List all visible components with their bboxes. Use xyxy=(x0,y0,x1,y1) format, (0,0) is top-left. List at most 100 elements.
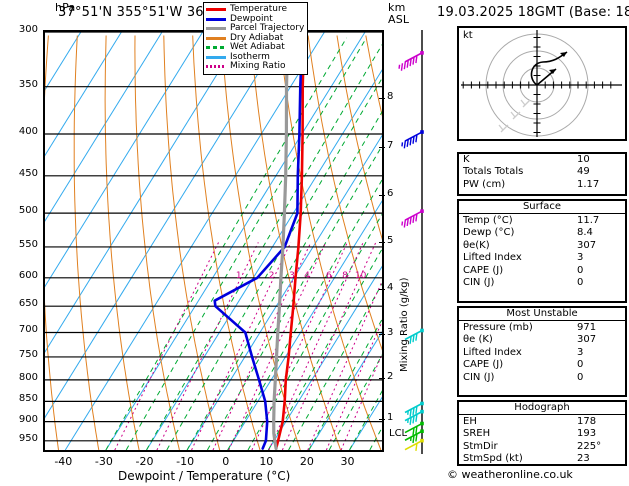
height-tick-mark xyxy=(379,242,385,244)
stat-key: EH xyxy=(463,416,477,427)
temperature-tick-label: 20 xyxy=(299,455,314,468)
stat-key: Dewp (°C) xyxy=(463,227,515,239)
temperature-tick-label: 10 xyxy=(259,455,274,468)
height-tick-label: 6 xyxy=(387,188,394,200)
surface-row: Temp (°C) 11.7 xyxy=(459,215,625,227)
stat-value: 0 xyxy=(577,359,584,371)
stat-key: Lifted Index xyxy=(463,252,522,264)
stat-key: SREH xyxy=(463,428,491,440)
hodograph-stat-title: Hodograph xyxy=(514,402,570,413)
index-row: Totals Totals 49 xyxy=(459,166,625,178)
height-tick-label: 8 xyxy=(387,90,394,102)
legend-label: Dewpoint xyxy=(230,13,273,24)
temperature-tick-label: 0 xyxy=(222,455,230,468)
most-unstable-title: Most Unstable xyxy=(506,308,578,319)
stat-value: 49 xyxy=(577,166,590,178)
hodograph-stat-row: StmSpd (kt) 23 xyxy=(459,453,625,465)
pressure-tick-label: 650 xyxy=(18,298,38,310)
legend-item: Mixing Ratio xyxy=(206,62,304,72)
legend-label: Isotherm xyxy=(230,51,270,62)
stat-value: 193 xyxy=(577,428,597,440)
stat-key: CAPE (J) xyxy=(463,359,504,371)
pressure-tick-label: 850 xyxy=(18,393,38,405)
wind-barb-column xyxy=(398,30,424,454)
surface-row: θe(K) 307 xyxy=(459,240,625,252)
pressure-tick-label: 500 xyxy=(18,205,38,217)
footer-copyright: © weatheronline.co.uk xyxy=(447,468,573,481)
stat-value: 307 xyxy=(577,334,597,346)
hodograph-canvas xyxy=(461,30,622,137)
datetime-label: 19.03.2025 18GMT (Base: 18) xyxy=(437,5,629,20)
mixing-ratio-label: 3 xyxy=(289,270,295,281)
index-row: K 10 xyxy=(459,154,625,166)
surface-row: CAPE (J) 0 xyxy=(459,265,625,277)
stat-key: StmDir xyxy=(463,440,498,452)
panel-divider xyxy=(459,414,625,415)
wind-barb xyxy=(404,409,424,425)
pressure-unit-label: hPa xyxy=(55,1,76,14)
stat-key: Pressure (mb) xyxy=(463,322,533,333)
stat-value: 3 xyxy=(577,346,584,358)
surface-row: CIN (J) 0 xyxy=(459,277,625,289)
mixing-ratio-label: 4 xyxy=(304,270,310,281)
x-axis-title: Dewpoint / Temperature (°C) xyxy=(118,469,291,483)
height-tick-mark xyxy=(379,146,385,148)
legend-item: Wet Adiabat xyxy=(206,43,304,53)
stat-key: K xyxy=(463,154,470,165)
hodograph-stat-row: StmDir 225° xyxy=(459,441,625,453)
mixing-ratio-label: 2 xyxy=(268,270,275,281)
legend-label: Mixing Ratio xyxy=(230,61,286,72)
stability-indices-panel: K 10 Totals Totals 49 PW (cm) 1.17 xyxy=(457,152,627,196)
hodograph-wind-barb xyxy=(510,111,521,120)
height-unit-label-line1: km xyxy=(388,1,406,14)
wind-barb xyxy=(404,328,424,344)
most-unstable-panel: Most Unstable Pressure (mb) 971 θe (K) 307 Li… xyxy=(457,306,627,397)
skewt-canvas xyxy=(45,32,382,450)
index-row: PW (cm) 1.17 xyxy=(459,179,625,191)
pressure-tick-label: 300 xyxy=(18,24,38,35)
temperature-tick-label: -10 xyxy=(176,455,195,468)
wind-barb xyxy=(404,429,424,444)
pressure-tick-label: 950 xyxy=(18,432,38,444)
legend-item: Isotherm xyxy=(206,51,304,63)
most-unstable-row: Pressure (mb) 971 xyxy=(459,322,625,334)
surface-panel: Surface Temp (°C) 11.7 Dewp (°C) 8.4 θe(K) 307… xyxy=(457,199,627,303)
hodograph-stats-panel: Hodograph EH 178 SREH 193 StmDir 225° StmSpd (k… xyxy=(457,400,627,466)
height-tick-label: 4 xyxy=(387,281,394,293)
most-unstable-row: Lifted Index 3 xyxy=(459,347,625,359)
skewt-plot-area[interactable]: 1 2 3 4 6 8 10 xyxy=(43,30,384,452)
pressure-tick-label: 750 xyxy=(18,348,38,360)
legend-label: Wet Adiabat xyxy=(230,42,285,53)
legend-item: Dewpoint xyxy=(206,13,304,25)
wind-barb xyxy=(398,51,424,71)
most-unstable-row: θe (K) 307 xyxy=(459,334,625,346)
stat-key: PW (cm) xyxy=(463,178,506,190)
legend-swatch xyxy=(206,65,226,69)
legend-swatch xyxy=(206,8,226,12)
legend-item: Parcel Trajectory xyxy=(206,24,304,34)
height-tick-mark xyxy=(379,377,385,379)
stat-value: 3 xyxy=(577,252,584,264)
most-unstable-row: CAPE (J) 0 xyxy=(459,359,625,371)
stat-key: θe(K) xyxy=(463,239,490,251)
hodograph-panel[interactable]: kt xyxy=(457,26,627,141)
pressure-tick-label: 700 xyxy=(18,324,38,336)
legend-label: Temperature xyxy=(230,4,288,15)
height-tick-label: 3 xyxy=(387,326,394,338)
height-tick-label: 2 xyxy=(387,370,394,382)
height-tick-mark xyxy=(379,97,385,99)
stat-value: 10 xyxy=(577,154,590,165)
wind-barb xyxy=(401,130,424,149)
pressure-tick-label: 350 xyxy=(18,78,38,90)
hodograph-stat-row: SREH 193 xyxy=(459,428,625,440)
mixing-ratio-label: 6 xyxy=(325,270,332,281)
legend-swatch xyxy=(206,55,226,59)
surface-row: Dewp (°C) 8.4 xyxy=(459,227,625,239)
stat-key: Temp (°C) xyxy=(463,215,513,226)
stat-value: 0 xyxy=(577,371,584,383)
legend-swatch xyxy=(206,46,226,50)
stat-value: 1.17 xyxy=(577,178,600,190)
legend-item: Dry Adiabat xyxy=(206,33,304,44)
stat-key: CIN (J) xyxy=(463,277,495,289)
height-tick-label: 5 xyxy=(387,235,394,247)
